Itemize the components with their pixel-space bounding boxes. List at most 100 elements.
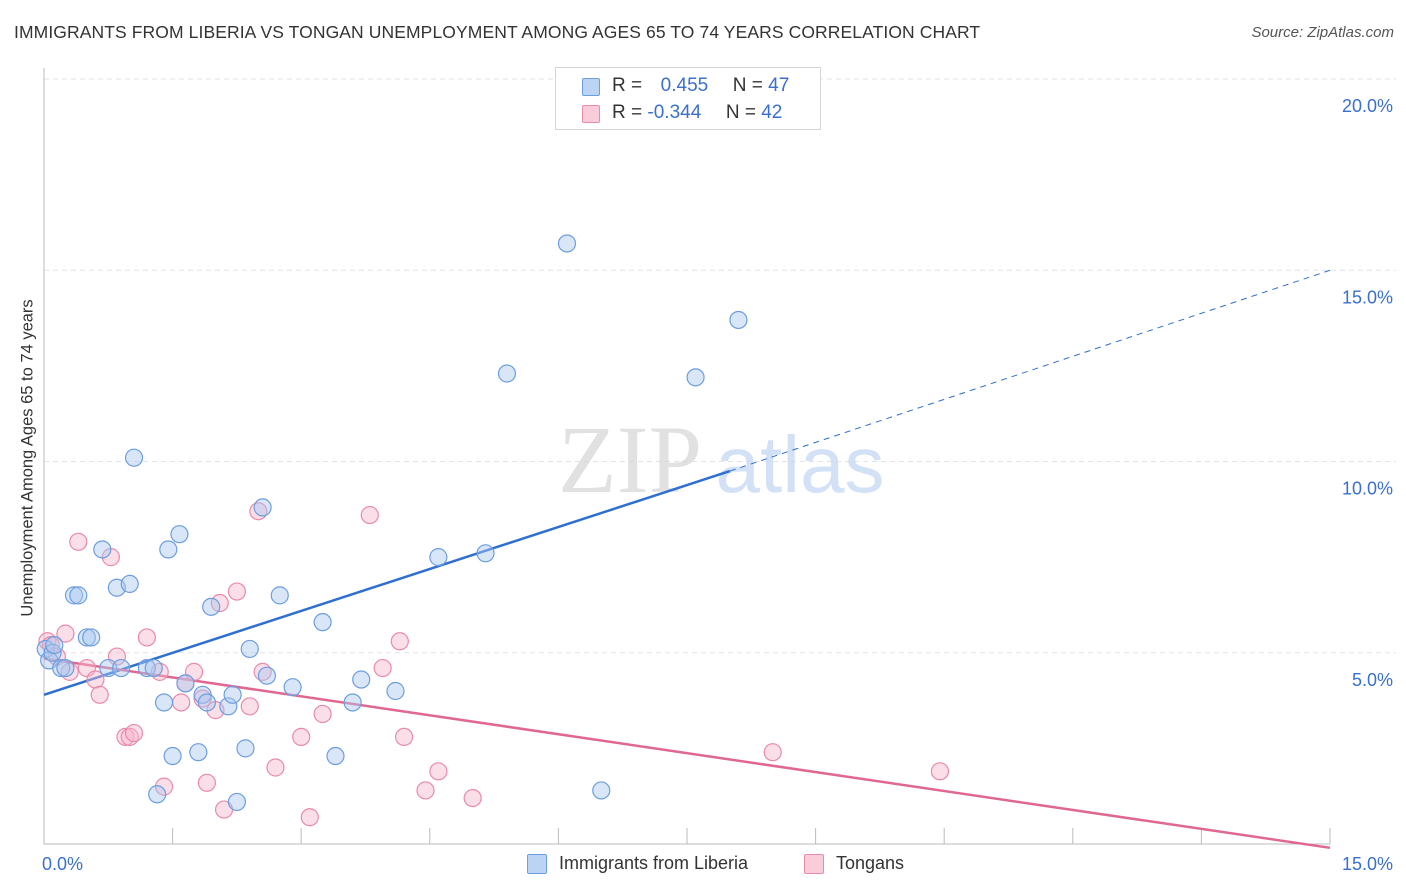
liberia-point bbox=[45, 635, 64, 655]
liberia-point bbox=[197, 693, 216, 712]
liberia-point bbox=[223, 685, 242, 704]
tongans-point bbox=[154, 777, 174, 796]
tongans-point bbox=[360, 505, 379, 525]
liberia-point bbox=[236, 739, 255, 758]
legend-r-label: R = bbox=[612, 75, 643, 96]
tongans-point bbox=[763, 743, 782, 762]
liberia-point bbox=[326, 746, 345, 766]
correlation-legend: R = 0.455 N = 47 R = -0.344 N = 42 bbox=[555, 67, 821, 130]
tongans-point bbox=[56, 624, 75, 643]
liberia-point bbox=[170, 525, 189, 544]
x-tick-label: 15.0% bbox=[1342, 854, 1393, 874]
tongans-trendline bbox=[43, 657, 1331, 850]
liberia-point bbox=[124, 448, 144, 467]
y-tick-label: 5.0% bbox=[1352, 670, 1393, 690]
liberia-point bbox=[154, 693, 174, 712]
liberia-point bbox=[52, 658, 71, 678]
liberia-point bbox=[112, 658, 131, 678]
liberia-point bbox=[557, 234, 577, 253]
liberia-point bbox=[386, 681, 405, 701]
tongans-point bbox=[930, 762, 950, 781]
legend-swatch-liberia bbox=[527, 854, 547, 874]
liberia-point bbox=[159, 540, 178, 559]
legend-r-value: 0.455 bbox=[660, 75, 709, 96]
liberia-point bbox=[283, 678, 302, 697]
liberia-point bbox=[592, 781, 611, 800]
tick-labels: 5.0% 10.0% 15.0% 20.0% 0.0% 15.0% bbox=[42, 96, 1393, 874]
tongans-point bbox=[137, 628, 156, 647]
series-legend: Immigrants from Liberia Tongans bbox=[0, 852, 1406, 878]
y-tick-label: 20.0% bbox=[1342, 96, 1393, 116]
source-label: Source: ZipAtlas.com bbox=[1251, 24, 1394, 41]
liberia-point bbox=[729, 310, 748, 330]
legend-n-value: 47 bbox=[768, 75, 790, 96]
legend-r-label: R = bbox=[612, 102, 643, 123]
legend-swatch-liberia bbox=[582, 78, 600, 96]
liberia-point bbox=[176, 674, 195, 693]
tongans-point bbox=[300, 808, 319, 827]
tongans-point bbox=[429, 762, 448, 781]
liberia-point bbox=[56, 658, 75, 678]
liberia-point bbox=[343, 693, 362, 712]
legend-r-value: -0.344 bbox=[647, 102, 702, 123]
liberia-point bbox=[148, 785, 167, 804]
trendlines bbox=[43, 269, 1331, 850]
liberia-point bbox=[77, 628, 96, 647]
liberia-point bbox=[253, 498, 272, 517]
watermark-zip: ZIP bbox=[558, 406, 702, 513]
liberia-point bbox=[163, 746, 182, 766]
liberia-point bbox=[429, 548, 448, 567]
y-tick-label: 15.0% bbox=[1342, 287, 1393, 307]
tongans-point bbox=[116, 727, 135, 747]
y-tick-label: 10.0% bbox=[1342, 479, 1393, 499]
tongans-point bbox=[210, 593, 229, 613]
liberia-point bbox=[352, 670, 371, 689]
liberia-point bbox=[144, 658, 163, 678]
legend-n-label: N = bbox=[725, 102, 756, 123]
liberia-trendline bbox=[43, 469, 731, 697]
liberia-trendline-extension bbox=[729, 269, 1331, 472]
liberia-point bbox=[476, 544, 495, 563]
tongans-point bbox=[373, 658, 392, 678]
watermark: ZIP atlas bbox=[558, 406, 884, 513]
liberia-point bbox=[219, 697, 238, 716]
tongans-point bbox=[463, 788, 482, 808]
chart-title: IMMIGRANTS FROM LIBERIA VS TONGAN UNEMPL… bbox=[14, 22, 981, 42]
liberia-point bbox=[99, 658, 118, 678]
liberia-point bbox=[686, 368, 705, 387]
tongans-point bbox=[90, 685, 109, 704]
tongans-point bbox=[313, 704, 332, 724]
tongans-point bbox=[416, 781, 435, 800]
legend-n-label: N = bbox=[732, 75, 763, 96]
liberia-point bbox=[137, 658, 156, 678]
legend-swatch-tongans bbox=[582, 105, 600, 123]
liberia-point bbox=[43, 643, 62, 662]
liberia-point bbox=[64, 586, 84, 605]
liberia-point bbox=[257, 666, 277, 685]
tongans-point bbox=[266, 758, 285, 777]
liberia-point bbox=[270, 586, 289, 605]
watermark-atlas: atlas bbox=[716, 420, 885, 509]
legend-label-tongans: Tongans bbox=[836, 853, 905, 873]
gridlines bbox=[44, 78, 1396, 654]
liberia-point bbox=[69, 586, 88, 605]
liberia-point bbox=[120, 574, 139, 594]
legend-label-liberia: Immigrants from Liberia bbox=[559, 853, 749, 873]
x-tick-label: 0.0% bbox=[42, 854, 83, 874]
liberia-point bbox=[202, 597, 221, 616]
tongans-point bbox=[172, 693, 191, 712]
tongans-point bbox=[240, 697, 259, 716]
liberia-point bbox=[240, 639, 259, 659]
liberia-point bbox=[227, 792, 246, 812]
liberia-point bbox=[82, 628, 101, 647]
tongans-point bbox=[227, 582, 246, 601]
tongans-point bbox=[124, 723, 144, 743]
liberia-point bbox=[313, 613, 332, 632]
legend-n-value: 42 bbox=[761, 102, 783, 123]
y-axis-label: Unemployment Among Ages 65 to 74 years bbox=[18, 299, 37, 617]
liberia-point bbox=[189, 743, 208, 762]
legend-swatch-tongans bbox=[804, 854, 824, 874]
axes bbox=[43, 68, 1331, 845]
data-points bbox=[36, 234, 950, 827]
